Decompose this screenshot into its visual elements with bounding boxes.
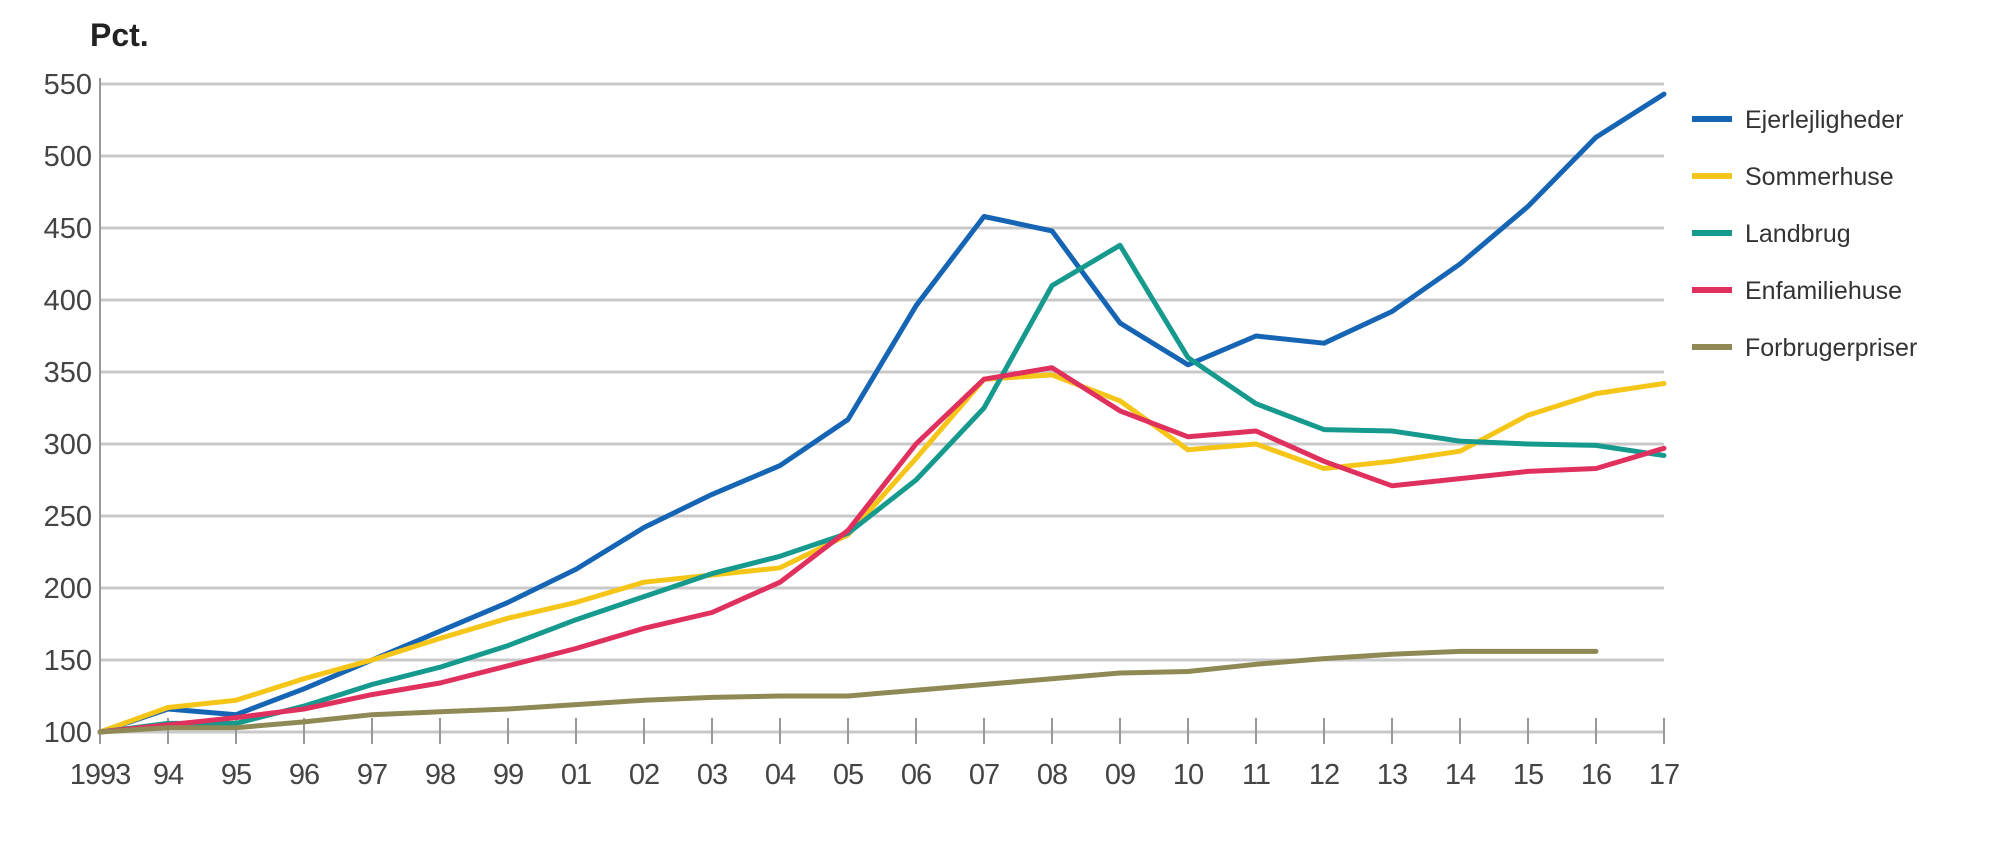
x-tick-label: 15 xyxy=(1513,759,1543,791)
y-tick-label: 400 xyxy=(44,285,92,317)
series-line-landbrug xyxy=(97,242,1667,735)
x-tick-label: 11 xyxy=(1242,759,1270,791)
x-tick-label: 95 xyxy=(221,759,251,791)
x-tick-label: 97 xyxy=(357,759,387,791)
series-line-ejerlejligheder xyxy=(97,91,1667,735)
legend-label: Sommerhuse xyxy=(1745,163,1894,191)
x-tick-label: 16 xyxy=(1581,759,1611,791)
x-tick-label: 02 xyxy=(629,759,659,791)
x-tick-label: 96 xyxy=(289,759,319,791)
y-tick-label: 200 xyxy=(44,573,92,605)
y-tick-label: 250 xyxy=(44,501,92,533)
legend-label: Ejerlejligheder xyxy=(1745,106,1903,134)
x-tick-label: 05 xyxy=(833,759,863,791)
y-tick-label: 550 xyxy=(44,69,92,101)
series-line-enfamiliehuse xyxy=(97,365,1667,735)
x-tick-label: 06 xyxy=(901,759,931,791)
y-tick-label: 100 xyxy=(44,717,92,749)
series-line-forbrugerpriser xyxy=(97,648,1599,735)
y-tick-label: 300 xyxy=(44,429,92,461)
x-tick-label: 94 xyxy=(153,759,184,791)
legend-label: Forbrugerpriser xyxy=(1745,334,1917,362)
x-tick-label: 09 xyxy=(1105,759,1135,791)
legend-label: Enfamiliehuse xyxy=(1745,277,1902,305)
y-tick-label: 500 xyxy=(44,141,92,173)
y-tick-label: 350 xyxy=(44,357,92,389)
x-tick-label: 14 xyxy=(1445,759,1476,791)
series-line-sommerhuse xyxy=(97,372,1667,735)
x-tick-label: 10 xyxy=(1173,759,1203,791)
x-tick-label: 99 xyxy=(493,759,523,791)
x-tick-label: 08 xyxy=(1037,759,1067,791)
legend-label: Landbrug xyxy=(1745,220,1851,248)
x-tick-label: 1993 xyxy=(70,759,131,791)
x-tick-label: 01 xyxy=(561,759,591,791)
y-axis-unit-label: Pct. xyxy=(90,17,149,53)
x-tick-label: 98 xyxy=(425,759,455,791)
x-tick-label: 13 xyxy=(1377,759,1407,791)
x-tick-label: 03 xyxy=(697,759,727,791)
x-tick-label: 04 xyxy=(765,759,796,791)
x-tick-label: 12 xyxy=(1309,759,1339,791)
x-tick-label: 17 xyxy=(1649,759,1679,791)
x-tick-label: 07 xyxy=(969,759,999,791)
y-tick-label: 450 xyxy=(44,213,92,245)
y-tick-label: 150 xyxy=(44,645,92,677)
